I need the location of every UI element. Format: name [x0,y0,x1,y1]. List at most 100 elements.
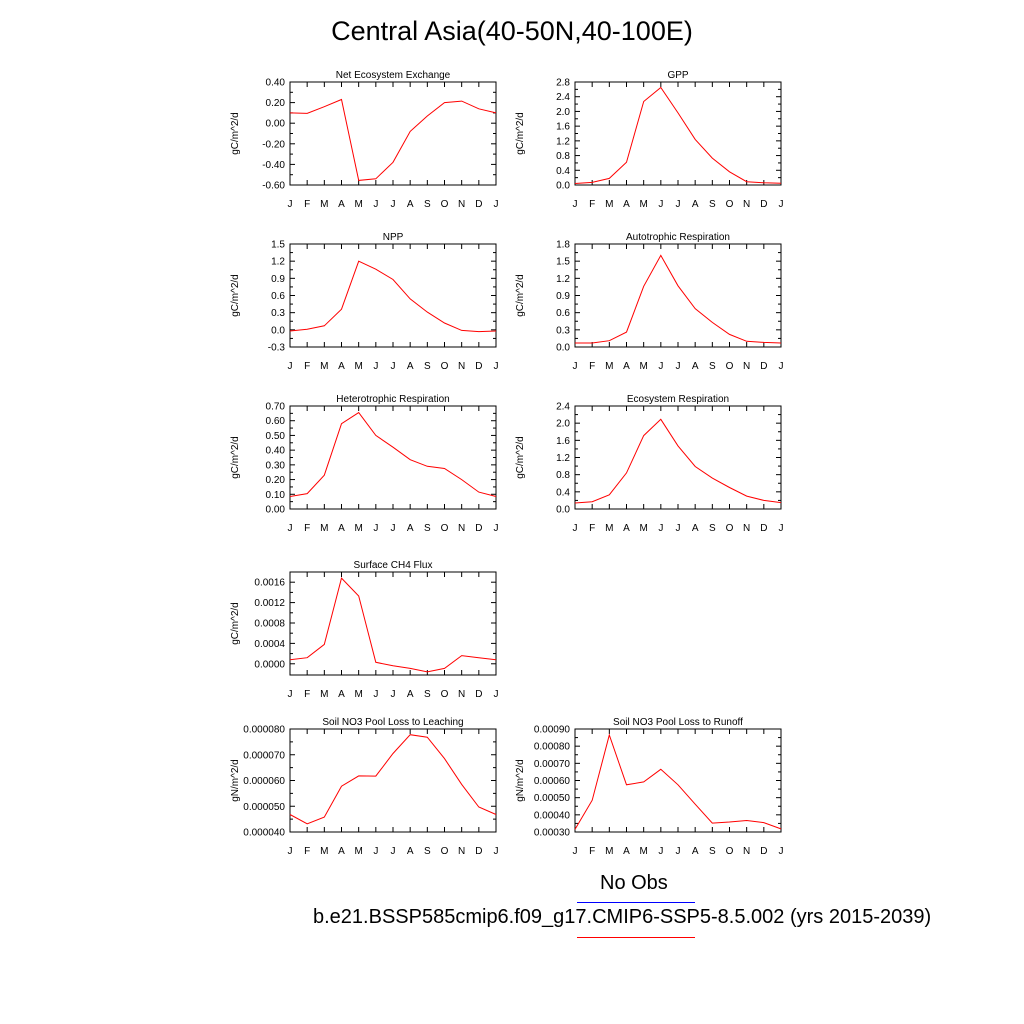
panel-title: Net Ecosystem Exchange [336,70,451,81]
x-tick-label: J [391,199,396,210]
x-tick-label: N [458,846,465,857]
x-tick-label: F [304,199,310,210]
legend-model-label: b.e21.BSSP585cmip6.f09_g17.CMIP6-SSP5-8.… [313,906,932,928]
x-tick-label: N [458,689,465,700]
x-tick-label: J [288,689,293,700]
x-tick-label: J [373,846,378,857]
y-tick-label: 0.00040 [534,810,571,821]
x-tick-label: O [726,361,734,372]
y-tick-label: 0.6 [556,308,570,319]
x-tick-label: O [441,846,449,857]
x-tick-label: A [623,361,630,372]
x-tick-label: S [709,846,716,857]
y-tick-label: 0.00080 [534,742,571,753]
y-tick-label: 0.0004 [254,639,285,650]
x-tick-label: J [573,846,578,857]
legend-model-line [577,937,695,938]
x-tick-label: D [760,523,767,534]
x-tick-label: M [320,361,328,372]
y-tick-label: 2.0 [556,107,570,118]
x-tick-label: N [743,523,750,534]
y-tick-label: 1.6 [556,122,570,133]
x-tick-label: J [658,523,663,534]
x-tick-label: A [338,846,345,857]
y-tick-label: 0.0008 [254,618,285,629]
series-line [574,733,782,830]
series-line [289,734,497,825]
x-tick-label: A [338,523,345,534]
legend-obs-line [577,902,695,903]
x-tick-label: J [373,689,378,700]
x-tick-label: S [424,846,431,857]
panel-title: Soil NO3 Pool Loss to Leaching [322,717,463,728]
x-tick-label: S [424,523,431,534]
x-tick-label: J [573,199,578,210]
x-tick-label: J [494,361,499,372]
y-tick-label: 0.3 [271,308,285,319]
x-tick-label: J [288,523,293,534]
x-tick-label: A [692,523,699,534]
y-tick-label: -0.20 [262,139,285,150]
x-tick-label: S [424,361,431,372]
y-axis-label: gC/m^2/d [230,602,241,645]
x-tick-label: J [658,846,663,857]
y-tick-label: 0.4 [556,166,570,177]
x-tick-label: J [779,846,784,857]
y-tick-label: 1.2 [271,257,285,268]
panel-title: Soil NO3 Pool Loss to Runoff [613,717,743,728]
x-tick-label: M [354,199,362,210]
y-axis-label: gN/m^2/d [515,759,526,802]
x-tick-label: J [494,689,499,700]
y-tick-label: 0.20 [266,475,286,486]
panel-title: GPP [667,70,688,81]
x-tick-label: M [639,199,647,210]
plot-frame [289,243,497,348]
y-tick-label: 0.000060 [243,776,285,787]
x-tick-label: D [760,846,767,857]
y-tick-label: 1.2 [556,274,570,285]
x-tick-label: F [304,361,310,372]
x-tick-label: J [676,846,681,857]
panel-title: Heterotrophic Respiration [336,394,449,405]
x-tick-label: S [709,361,716,372]
x-tick-label: D [760,199,767,210]
y-axis-label: gC/m^2/d [515,274,526,317]
x-tick-label: N [743,846,750,857]
x-tick-label: A [692,199,699,210]
panel-title: Ecosystem Respiration [627,394,729,405]
x-tick-label: M [639,846,647,857]
x-tick-label: M [639,523,647,534]
y-tick-label: 0.0 [271,325,285,336]
x-tick-label: J [391,846,396,857]
plot-frame [289,405,497,510]
x-tick-label: J [373,523,378,534]
x-tick-label: N [458,199,465,210]
x-tick-label: F [304,846,310,857]
x-tick-label: D [475,689,482,700]
y-tick-label: 0.40 [266,446,286,457]
y-tick-label: 0.3 [556,325,570,336]
y-tick-label: 0.00050 [534,793,571,804]
x-tick-label: O [441,199,449,210]
x-tick-label: J [494,523,499,534]
y-tick-label: 1.5 [271,240,285,251]
x-tick-label: A [407,846,414,857]
x-tick-label: M [320,846,328,857]
x-tick-label: M [320,199,328,210]
y-tick-label: 0.000080 [243,725,285,736]
series-line [289,411,497,497]
x-tick-label: J [373,361,378,372]
plot-frame [574,81,782,186]
x-tick-label: N [743,199,750,210]
x-tick-label: O [726,199,734,210]
x-tick-label: J [779,199,784,210]
x-tick-label: S [424,199,431,210]
x-tick-label: A [407,689,414,700]
y-tick-label: 1.6 [556,436,570,447]
series-line [289,98,497,181]
y-axis-label: gC/m^2/d [230,436,241,479]
x-tick-label: M [320,689,328,700]
y-tick-label: 0.30 [266,460,286,471]
x-tick-label: S [709,523,716,534]
x-tick-label: D [475,199,482,210]
